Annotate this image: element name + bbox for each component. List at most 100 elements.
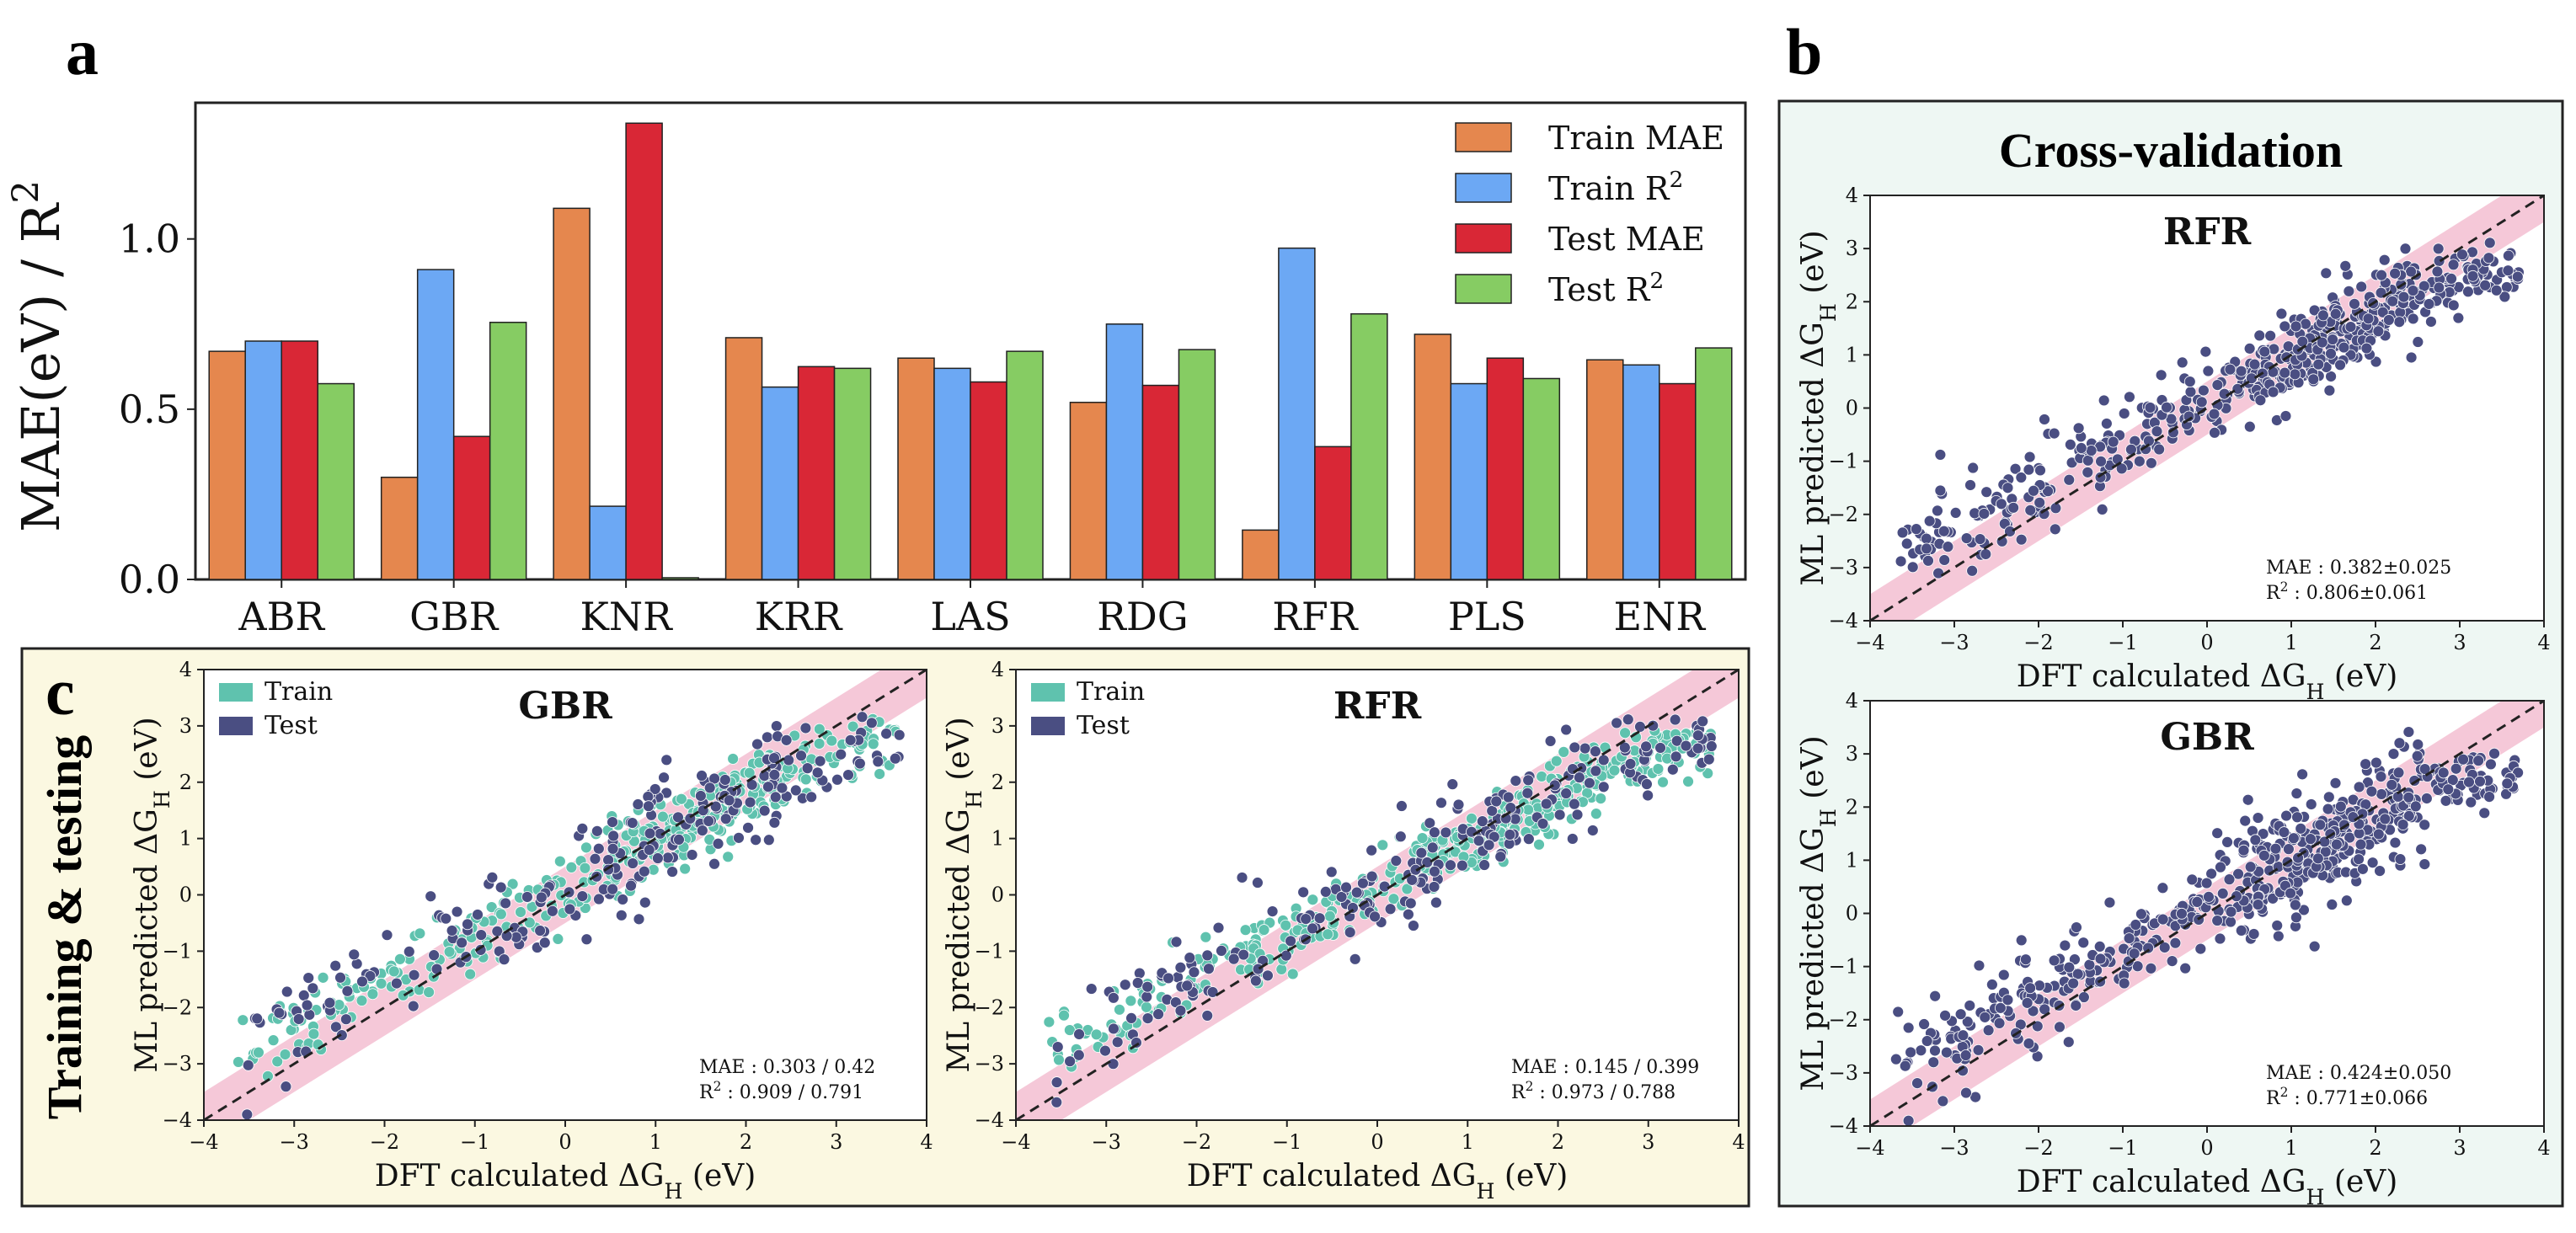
test-point bbox=[2100, 418, 2113, 430]
bar-KRR-1 bbox=[761, 386, 799, 580]
test-point bbox=[323, 996, 336, 1009]
test-point bbox=[2214, 932, 2226, 945]
y-tick-label: −2 bbox=[163, 995, 192, 1019]
cross-validation-heading: Cross-validation bbox=[1999, 123, 2343, 178]
test-point bbox=[1403, 908, 1414, 921]
test-point bbox=[591, 825, 603, 837]
test-point bbox=[2483, 237, 2496, 249]
train-point bbox=[1533, 838, 1545, 851]
test-point bbox=[1966, 564, 1979, 577]
test-point bbox=[2402, 726, 2415, 738]
train-point bbox=[553, 855, 566, 867]
test-point bbox=[2339, 259, 2352, 272]
test-point bbox=[1932, 504, 1943, 517]
train-point bbox=[826, 734, 838, 747]
test-point bbox=[751, 738, 763, 750]
panel-label-a: a bbox=[66, 15, 99, 88]
test-point bbox=[2071, 968, 2084, 980]
test-point bbox=[1980, 486, 1993, 499]
train-point bbox=[232, 1056, 244, 1068]
test-point bbox=[2479, 279, 2492, 291]
test-point bbox=[2048, 954, 2060, 967]
test-point bbox=[2499, 291, 2511, 303]
test-point bbox=[2389, 267, 2402, 280]
metric-text: MAE : 0.382±0.025 bbox=[2266, 558, 2451, 579]
scatter-clip-group bbox=[204, 670, 927, 1120]
test-point bbox=[2462, 286, 2474, 298]
train-point bbox=[1286, 968, 1299, 980]
bar-chart: ABR GBR KNR KRR LAS RDG RFR PLS ENR 0.0 0.5 1.0 MAE(… bbox=[5, 101, 1747, 639]
test-point bbox=[805, 791, 818, 803]
test-point bbox=[1590, 765, 1602, 777]
test-point bbox=[1560, 787, 1573, 799]
test-point bbox=[1365, 870, 1378, 883]
test-point bbox=[2389, 836, 2402, 849]
test-point bbox=[2386, 778, 2398, 791]
test-point bbox=[1478, 859, 1491, 871]
test-point bbox=[673, 833, 685, 846]
test-point bbox=[576, 890, 589, 903]
test-point bbox=[456, 937, 468, 949]
test-point bbox=[2085, 445, 2098, 456]
x-tick-label: 2 bbox=[2369, 1136, 2381, 1160]
test-point bbox=[1252, 877, 1264, 889]
x-tick-label: 4 bbox=[2537, 631, 2550, 654]
test-point bbox=[1131, 977, 1144, 989]
test-point bbox=[2354, 838, 2367, 851]
y-tick-label: 3 bbox=[1846, 237, 1858, 260]
test-point bbox=[1954, 1008, 1967, 1021]
test-point bbox=[1670, 750, 1682, 763]
test-point bbox=[1472, 835, 1485, 847]
y-tick-label: −4 bbox=[1829, 609, 1858, 633]
test-point bbox=[2360, 342, 2373, 355]
bar-KNR-0 bbox=[553, 207, 591, 580]
test-point bbox=[1896, 526, 1909, 539]
test-point bbox=[2399, 243, 2412, 255]
y-tick-label: −2 bbox=[975, 995, 1004, 1019]
x-tick-label: −2 bbox=[370, 1130, 399, 1154]
test-point bbox=[2103, 896, 2116, 909]
test-point bbox=[2034, 496, 2046, 509]
y-tick-label: −3 bbox=[163, 1052, 192, 1076]
test-point bbox=[1985, 979, 1998, 990]
test-point bbox=[2098, 394, 2110, 407]
test-point bbox=[1680, 739, 1692, 752]
test-point bbox=[2083, 958, 2096, 971]
test-point bbox=[1456, 859, 1468, 872]
test-point bbox=[607, 883, 619, 895]
identity-line bbox=[204, 670, 927, 1120]
test-point bbox=[1162, 972, 1174, 985]
y-tick-label: 1 bbox=[179, 827, 192, 851]
test-point bbox=[2063, 961, 2076, 974]
test-point bbox=[292, 1013, 305, 1025]
test-point bbox=[1133, 967, 1146, 979]
test-point bbox=[1892, 1006, 1905, 1018]
train-point bbox=[237, 1014, 249, 1027]
y-tick-label: −3 bbox=[1829, 556, 1858, 579]
test-point bbox=[329, 959, 342, 972]
test-point bbox=[2344, 321, 2357, 333]
test-point bbox=[1994, 1001, 2007, 1014]
scatter-tt-rfr: −4−4 −3 −3 −2 −2 −1 −1 0 0 1 1 2 2 3 3 4 4 DFT calculated… bbox=[942, 658, 1745, 1204]
test-point bbox=[1929, 1044, 1941, 1057]
train-point bbox=[443, 946, 456, 958]
test-point bbox=[1307, 922, 1318, 935]
train-point bbox=[1702, 767, 1714, 780]
test-point bbox=[521, 891, 533, 903]
test-point bbox=[1051, 1041, 1064, 1054]
test-point bbox=[1510, 775, 1522, 787]
bar-ENR-1 bbox=[1622, 364, 1660, 580]
train-point bbox=[813, 723, 826, 735]
legend-label: Train bbox=[1077, 677, 1145, 707]
test-point bbox=[2334, 359, 2346, 371]
x-tick-label: −1 bbox=[460, 1130, 489, 1154]
y-tick-label: 2 bbox=[1846, 795, 1858, 819]
test-point bbox=[1445, 859, 1456, 872]
legend-swatch bbox=[1455, 173, 1512, 203]
test-point bbox=[2048, 427, 2060, 440]
train-point bbox=[1239, 924, 1252, 937]
test-point bbox=[2015, 533, 2028, 546]
y-tick-label: 0.0 bbox=[119, 557, 180, 602]
test-point bbox=[2271, 920, 2284, 931]
y-tick-label: −1 bbox=[1829, 955, 1858, 979]
